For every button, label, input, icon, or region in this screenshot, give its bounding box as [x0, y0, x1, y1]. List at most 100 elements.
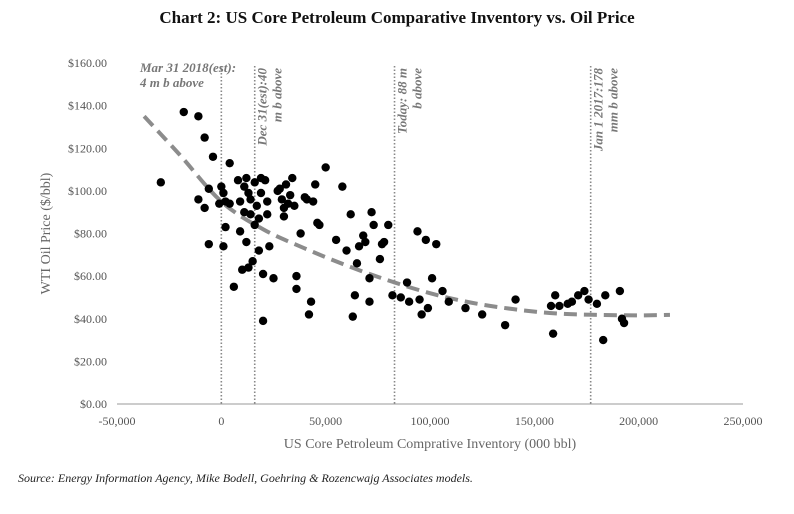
data-point [427, 274, 437, 283]
y-tick-label: $80.00 [74, 227, 107, 241]
data-point [292, 271, 301, 281]
vertical-markers: Mar 31 2018(est):4 m b above Dec 31(est):… [139, 60, 621, 404]
data-point [415, 295, 424, 304]
data-point [308, 197, 318, 206]
data-point [342, 246, 351, 255]
data-point [296, 229, 305, 238]
data-point [275, 184, 284, 193]
data-point [580, 286, 589, 296]
y-tick-label: $160.00 [68, 56, 107, 70]
data-point [292, 284, 301, 294]
y-tick-label: $100.00 [68, 184, 107, 198]
data-point [250, 178, 259, 187]
data-point [246, 195, 255, 204]
data-point [219, 242, 228, 251]
data-point [225, 158, 234, 168]
data-point [263, 210, 272, 219]
x-tick-label: 100,000 [411, 414, 450, 428]
data-point [375, 254, 385, 264]
data-point [200, 133, 209, 142]
data-point [444, 297, 453, 306]
data-point [254, 246, 264, 255]
y-tick-label: $40.00 [74, 312, 107, 326]
data-point [233, 176, 243, 185]
data-point [511, 295, 520, 304]
data-point [361, 237, 370, 247]
data-point [265, 242, 274, 251]
x-axis-label: US Core Petroleum Comprative Inventory (… [284, 437, 577, 452]
data-point [477, 310, 487, 319]
data-point [244, 263, 253, 272]
data-point [350, 291, 360, 300]
data-point [584, 295, 593, 304]
data-point [379, 237, 389, 247]
data-point [225, 199, 234, 208]
marker-label: 4 m b above [139, 75, 204, 90]
data-point [367, 207, 376, 217]
data-point [388, 291, 397, 300]
y-tick-label: $60.00 [74, 269, 107, 283]
data-point [461, 303, 470, 313]
data-point [546, 301, 556, 311]
data-point [413, 227, 422, 236]
data-point [248, 257, 257, 266]
data-point [242, 173, 251, 183]
data-point [279, 212, 289, 221]
data-point [240, 182, 249, 191]
data-point [551, 291, 560, 300]
data-point [432, 239, 441, 249]
data-point [258, 316, 268, 326]
data-point [263, 197, 272, 206]
data-point [179, 107, 188, 117]
data-point [250, 220, 259, 230]
data-point [321, 163, 330, 172]
marker-label: Jan 1 2017:178 [591, 68, 606, 153]
data-point [402, 278, 412, 287]
marker-label: m b above [270, 68, 285, 122]
data-point [601, 291, 610, 300]
data-point [269, 274, 278, 283]
data-point [555, 301, 564, 311]
data-point [592, 299, 602, 309]
data-point [348, 312, 357, 321]
data-point [219, 188, 228, 198]
y-tick-label: $140.00 [68, 99, 107, 113]
y-axis-label: WTI Oil Price ($/bbl) [39, 172, 54, 294]
data-point [285, 190, 295, 200]
data-point [208, 152, 218, 161]
y-tick-label: $0.00 [80, 397, 107, 411]
x-tick-label: 200,000 [619, 414, 658, 428]
data-point [252, 201, 262, 210]
data-point [338, 182, 347, 191]
data-point [404, 297, 414, 306]
x-tick-label: 0 [218, 414, 224, 428]
data-point [598, 335, 608, 345]
data-point [200, 203, 209, 213]
y-tick-label: $20.00 [74, 354, 107, 368]
data-point [548, 329, 558, 338]
data-point [254, 214, 264, 223]
data-point [244, 188, 253, 198]
data-point [256, 188, 266, 198]
trend-line-group [142, 114, 670, 318]
data-point [229, 282, 239, 291]
data-point [615, 286, 625, 296]
x-tick-label: 250,000 [724, 414, 763, 428]
data-point [365, 274, 374, 283]
data-point [304, 310, 314, 319]
data-point [235, 227, 245, 236]
data-point [288, 173, 297, 183]
data-point [311, 180, 320, 189]
data-point [306, 297, 316, 306]
marker-label: Dec 31(est):40 [255, 68, 270, 147]
data-point [204, 239, 214, 249]
data-point [359, 231, 368, 240]
data-point [246, 210, 255, 219]
data-point [352, 259, 362, 268]
data-point [242, 237, 251, 247]
data-point [369, 220, 378, 230]
data-point [221, 222, 230, 232]
data-point [365, 297, 374, 306]
data-point [500, 320, 510, 330]
